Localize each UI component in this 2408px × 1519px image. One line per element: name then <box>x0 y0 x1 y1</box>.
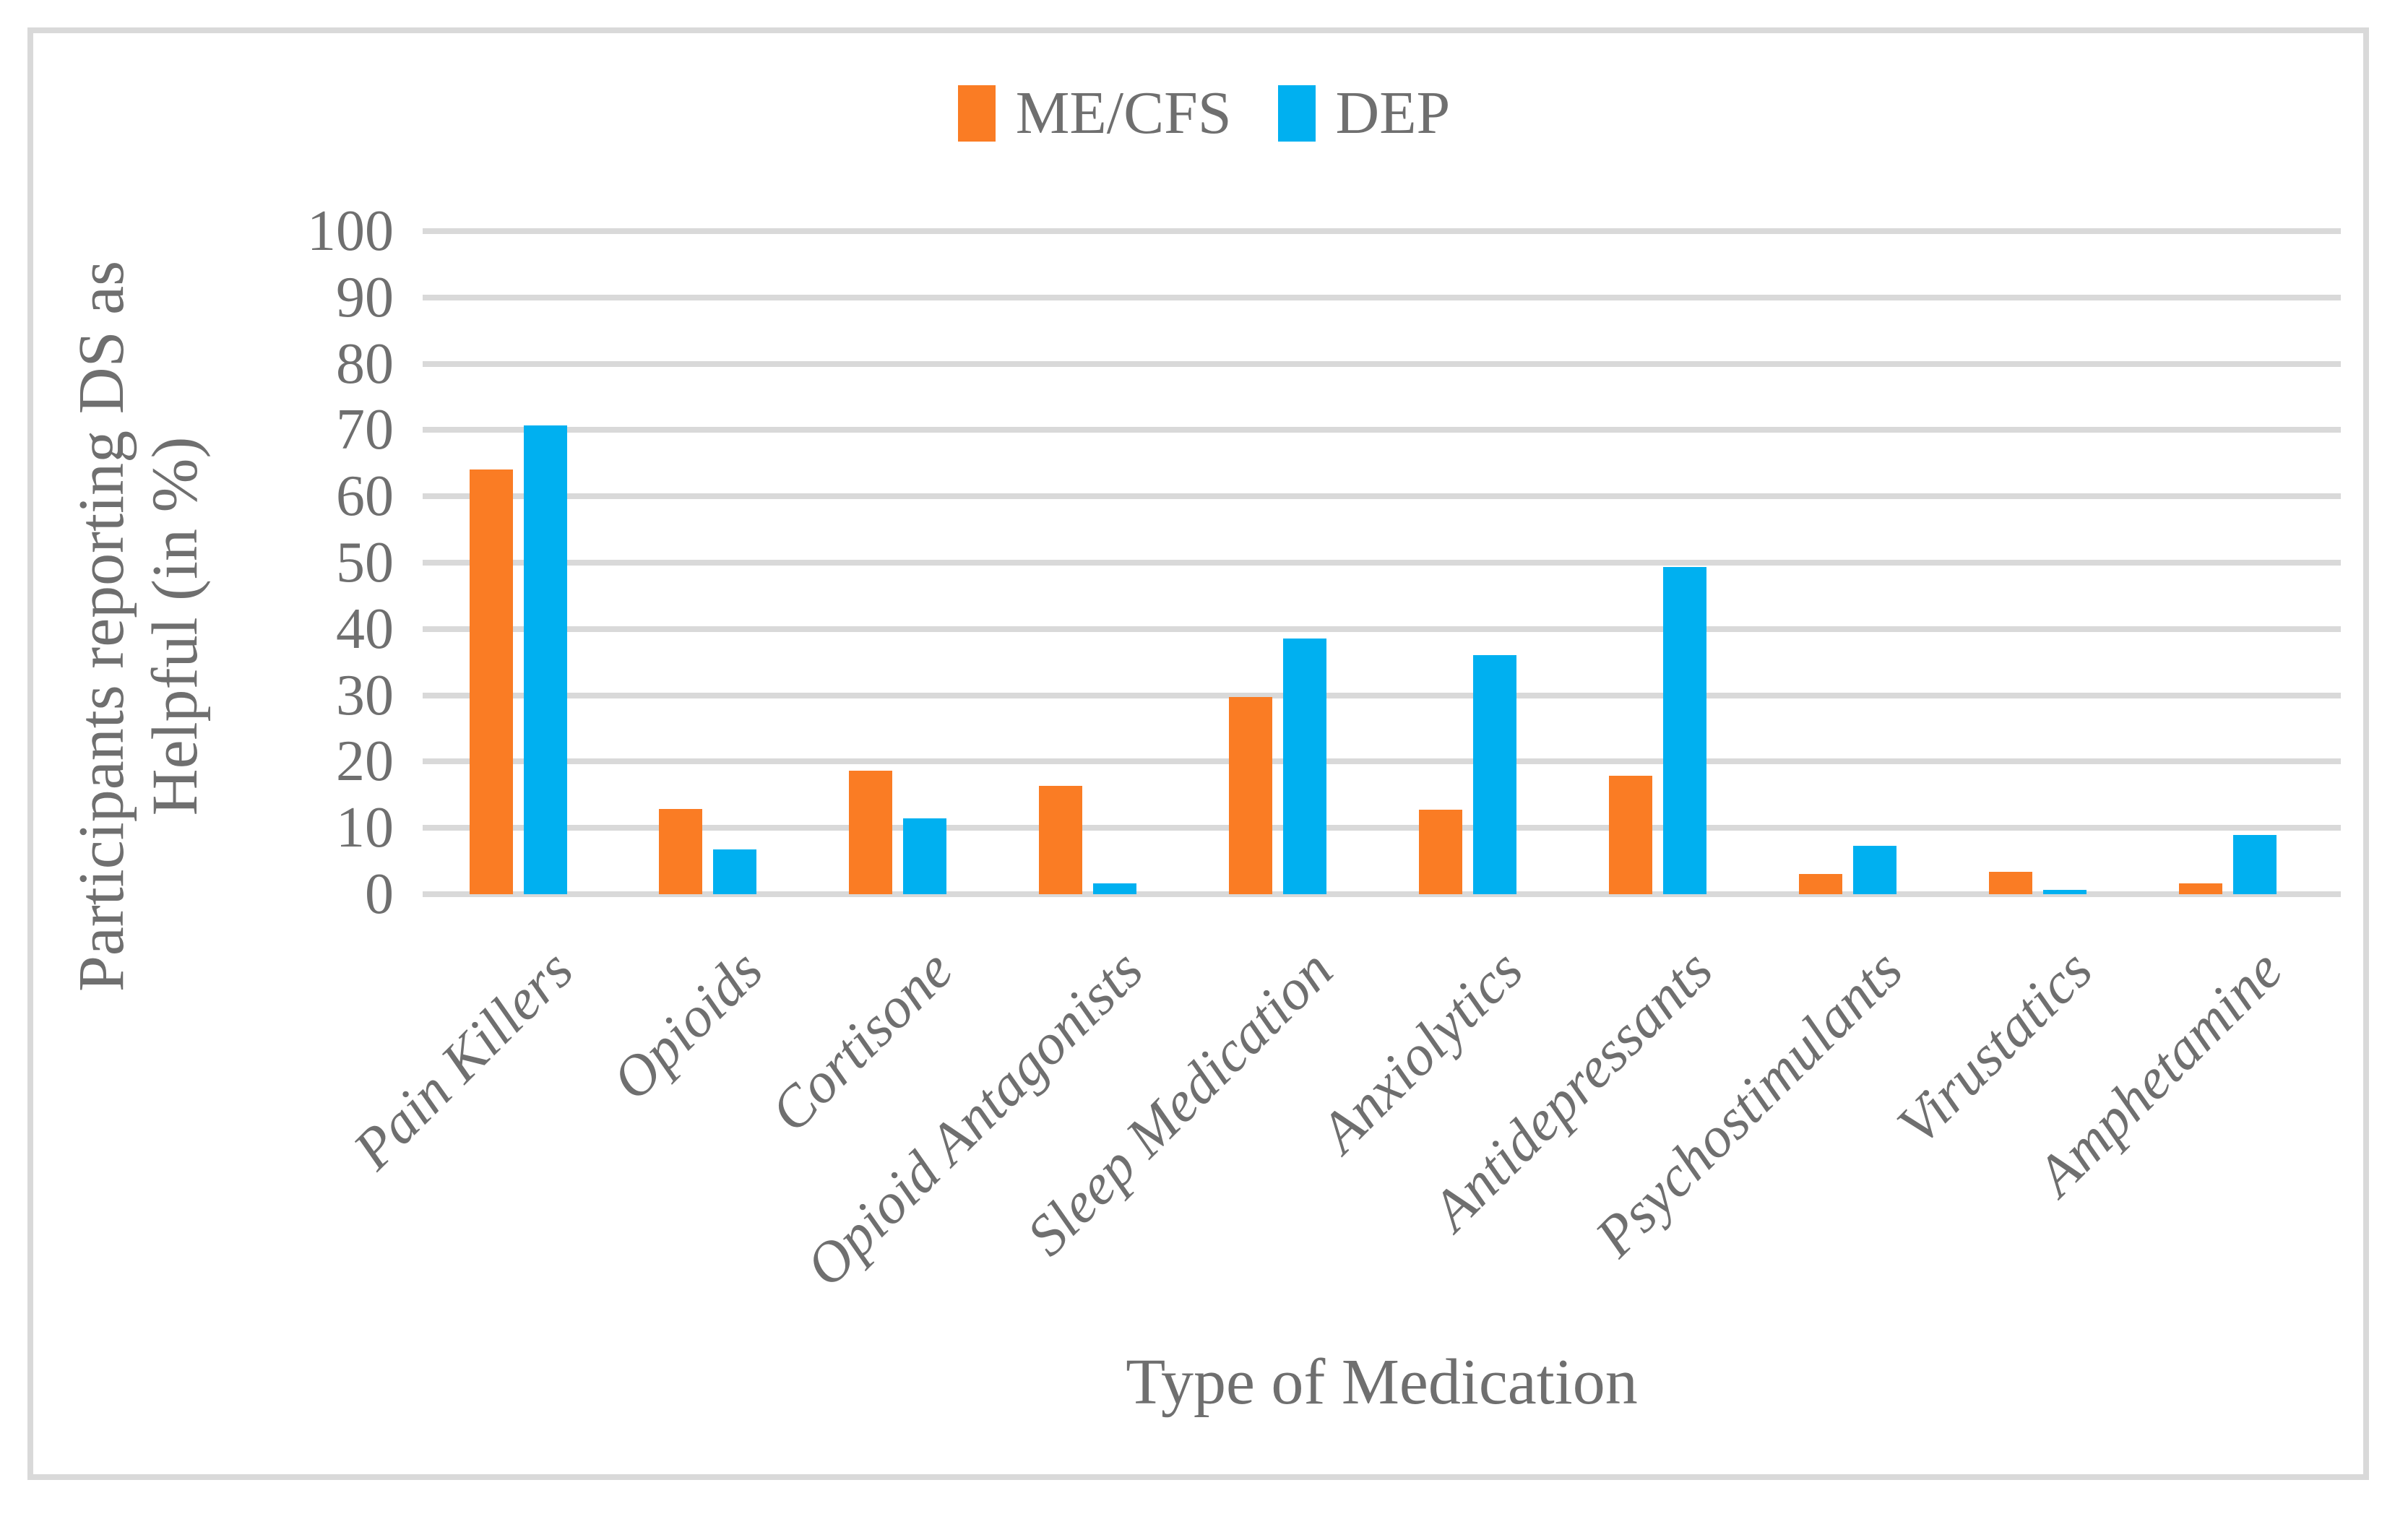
y-tick-label-80: 80 <box>336 332 394 396</box>
gridline-70 <box>423 427 2341 433</box>
bar-dep-opioid-antagonists <box>1093 883 1137 894</box>
bar-dep-cortisone <box>903 818 947 894</box>
gridline-40 <box>423 626 2341 632</box>
legend-item-mecfs: ME/CFS <box>957 78 1232 148</box>
y-tick-label-0: 0 <box>365 862 394 926</box>
y-tick-label-70: 70 <box>336 398 394 462</box>
gridline-20 <box>423 758 2341 765</box>
bar-dep-virustatics <box>2042 889 2086 894</box>
bar-dep-anxiolytics <box>1473 654 1516 894</box>
y-tick-label-10: 10 <box>336 796 394 860</box>
bar-dep-opioids <box>713 849 757 894</box>
y-tick-label-20: 20 <box>336 730 394 794</box>
bar-mecfs-antidepressants <box>1608 775 1652 894</box>
gridline-0 <box>423 891 2341 897</box>
y-tick-label-100: 100 <box>307 199 394 263</box>
bar-mecfs-amphetamine <box>2178 883 2222 894</box>
gridline-60 <box>423 493 2341 500</box>
y-tick-label-50: 50 <box>336 531 394 594</box>
x-axis-title: Type of Medication <box>1126 1346 1638 1418</box>
bar-mecfs-virustatics <box>1988 871 2032 894</box>
bar-mecfs-psychostimulants <box>1798 873 1842 894</box>
bar-mecfs-opioids <box>659 809 703 894</box>
legend-item-dep: DEP <box>1277 78 1451 148</box>
bar-mecfs-opioid-antagonists <box>1039 786 1083 894</box>
legend-swatch-dep <box>1277 85 1316 142</box>
gridline-30 <box>423 692 2341 698</box>
bar-dep-sleep-medication <box>1283 638 1327 894</box>
legend-label-mecfs: ME/CFS <box>1015 79 1232 147</box>
gridline-80 <box>423 360 2341 367</box>
chart-legend: ME/CFS DEP <box>0 78 2408 148</box>
legend-label-dep: DEP <box>1335 79 1451 147</box>
y-tick-label-40: 40 <box>336 597 394 661</box>
bar-dep-antidepressants <box>1662 566 1706 894</box>
bar-mecfs-cortisone <box>849 771 893 894</box>
bar-dep-amphetamine <box>2232 835 2277 894</box>
bar-dep-psychostimulants <box>1852 845 1896 894</box>
figure-border <box>27 27 2369 1480</box>
gridline-50 <box>423 560 2341 566</box>
gridline-100 <box>423 228 2341 234</box>
y-tick-label-60: 60 <box>336 464 394 529</box>
bar-mecfs-anxiolytics <box>1419 810 1462 894</box>
legend-swatch-mecfs <box>957 85 996 142</box>
y-tick-label-30: 30 <box>336 663 394 727</box>
gridline-10 <box>423 825 2341 831</box>
y-axis-title-line1: Participants reporting DS as <box>66 260 137 992</box>
bar-mecfs-pain-killers <box>469 469 513 894</box>
bar-dep-pain-killers <box>523 425 567 894</box>
gridline-90 <box>423 294 2341 300</box>
y-tick-label-90: 90 <box>336 265 394 329</box>
bar-mecfs-sleep-medication <box>1229 697 1273 894</box>
